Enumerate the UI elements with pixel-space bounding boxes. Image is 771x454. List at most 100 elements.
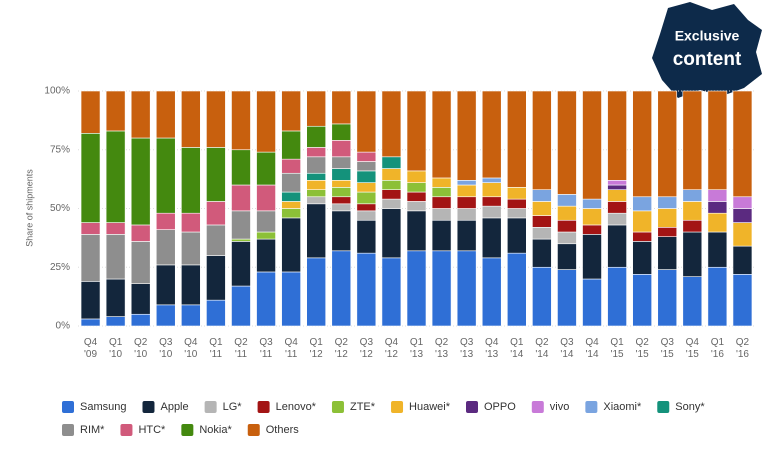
legend-item[interactable]: LG* — [204, 401, 243, 413]
legend-text: RIM* — [80, 424, 105, 436]
bar-segment — [80, 133, 101, 223]
bar-segment — [582, 278, 602, 327]
bar-segment — [481, 196, 502, 207]
x-tick-label: Q2'16 — [736, 337, 750, 360]
bar-segment — [306, 90, 327, 127]
x-tick-label-line: '15 — [686, 349, 699, 360]
bar-segment — [306, 257, 327, 327]
bar-segment — [707, 231, 728, 268]
bar-segment — [657, 208, 678, 228]
bar-segment — [532, 90, 552, 190]
bar-segment — [406, 170, 427, 183]
legend-item[interactable]: Apple — [142, 401, 189, 413]
x-tick-label-line: Q2 — [635, 337, 649, 348]
legend-text: Nokia* — [199, 424, 232, 436]
bar-segment — [130, 137, 151, 226]
bar-segment — [306, 125, 327, 148]
legend-item[interactable]: Others — [247, 424, 300, 436]
bar-segment — [356, 219, 377, 254]
bar-segment — [231, 241, 251, 287]
bar-segment — [456, 184, 477, 198]
bar-segment — [557, 269, 577, 327]
y-tick-label: 50% — [50, 203, 70, 214]
bar-segment — [456, 208, 477, 221]
legend-text: Xiaomi* — [603, 401, 642, 413]
x-tick-label: Q2'12 — [335, 337, 349, 360]
bar-segment — [356, 90, 377, 153]
bar-segment — [155, 137, 176, 214]
bar-segment — [256, 184, 276, 212]
bar-segment — [431, 196, 452, 209]
x-tick-label: Q2'15 — [635, 337, 649, 360]
legend-text: Apple — [160, 401, 188, 413]
x-tick-label-line: '12 — [385, 349, 398, 360]
badge-text: content — [673, 49, 742, 70]
bar-segment — [256, 231, 276, 240]
x-tick-label: Q2'11 — [234, 337, 248, 360]
bar-segment — [657, 236, 678, 270]
bar-segment — [331, 203, 352, 212]
legend-item[interactable]: RIM* — [62, 424, 105, 436]
legend-text: Huawei* — [409, 401, 451, 413]
bar-segment — [406, 191, 427, 202]
bar-segment — [155, 264, 176, 306]
y-tick-label: 0% — [56, 321, 71, 332]
x-tick-label: Q2'14 — [535, 337, 549, 360]
bar-segment — [155, 90, 176, 139]
bar-segment — [331, 140, 352, 158]
bar-segment — [181, 264, 201, 306]
bar-segment — [607, 201, 627, 214]
bar-segment — [456, 250, 477, 327]
bar-segment — [130, 241, 151, 284]
legend-item[interactable]: ZTE* — [331, 401, 376, 413]
bar-segment — [381, 168, 402, 181]
legend-item[interactable]: vivo — [531, 401, 570, 413]
legend-item[interactable]: Nokia* — [181, 424, 232, 436]
x-tick-label-line: Q3 — [159, 337, 173, 348]
x-tick-label: Q3'12 — [360, 337, 374, 360]
x-tick-label: Q4'13 — [485, 337, 499, 360]
legend-item[interactable]: Huawei* — [391, 401, 451, 413]
bar-segment — [206, 255, 226, 301]
bar-segment — [256, 90, 276, 153]
x-tick-label-line: '15 — [661, 349, 674, 360]
bar-segment — [582, 208, 602, 226]
legend-item[interactable]: Samsung — [62, 401, 126, 413]
bar-segment — [206, 201, 226, 226]
legend-swatch — [62, 424, 74, 436]
x-tick-label: Q3'14 — [560, 337, 574, 360]
bar-segment — [406, 201, 427, 212]
bar-segment — [632, 241, 652, 275]
x-tick-label-line: '11 — [260, 349, 273, 360]
legend-item[interactable]: Sony* — [657, 401, 705, 413]
x-tick-label: Q3'15 — [661, 337, 675, 360]
bar-segment — [306, 189, 327, 198]
legend-item[interactable]: OPPO — [466, 401, 516, 413]
legend-item[interactable]: HTC* — [120, 424, 166, 436]
legend-item[interactable]: Xiaomi* — [585, 401, 642, 413]
x-tick-label: Q1'13 — [410, 337, 424, 360]
bar-segment — [707, 201, 728, 214]
bar-segment — [331, 187, 352, 198]
x-tick-label-line: '14 — [535, 349, 548, 360]
bar-segment — [607, 180, 627, 186]
bar-segment — [406, 90, 427, 172]
bar-segment — [80, 90, 101, 134]
bar-segment — [256, 271, 276, 327]
x-tick-label: Q4'12 — [385, 337, 399, 360]
bar-segment — [732, 90, 753, 198]
legend-swatch — [204, 401, 217, 413]
bar-segment — [431, 90, 452, 179]
bar-segment — [181, 231, 201, 266]
x-tick-label-line: '13 — [410, 349, 423, 360]
legend-item[interactable]: Lenovo* — [257, 401, 317, 413]
x-tick-label-line: '10 — [184, 349, 197, 360]
bar-segment — [682, 189, 703, 202]
bar-segment — [105, 316, 126, 327]
bar-segment — [231, 184, 251, 212]
bar-segment — [80, 234, 101, 282]
bar-segment — [682, 276, 703, 327]
bar-segment — [431, 187, 452, 198]
x-tick-label: Q1'15 — [610, 337, 624, 360]
x-tick-label-line: '12 — [360, 349, 373, 360]
